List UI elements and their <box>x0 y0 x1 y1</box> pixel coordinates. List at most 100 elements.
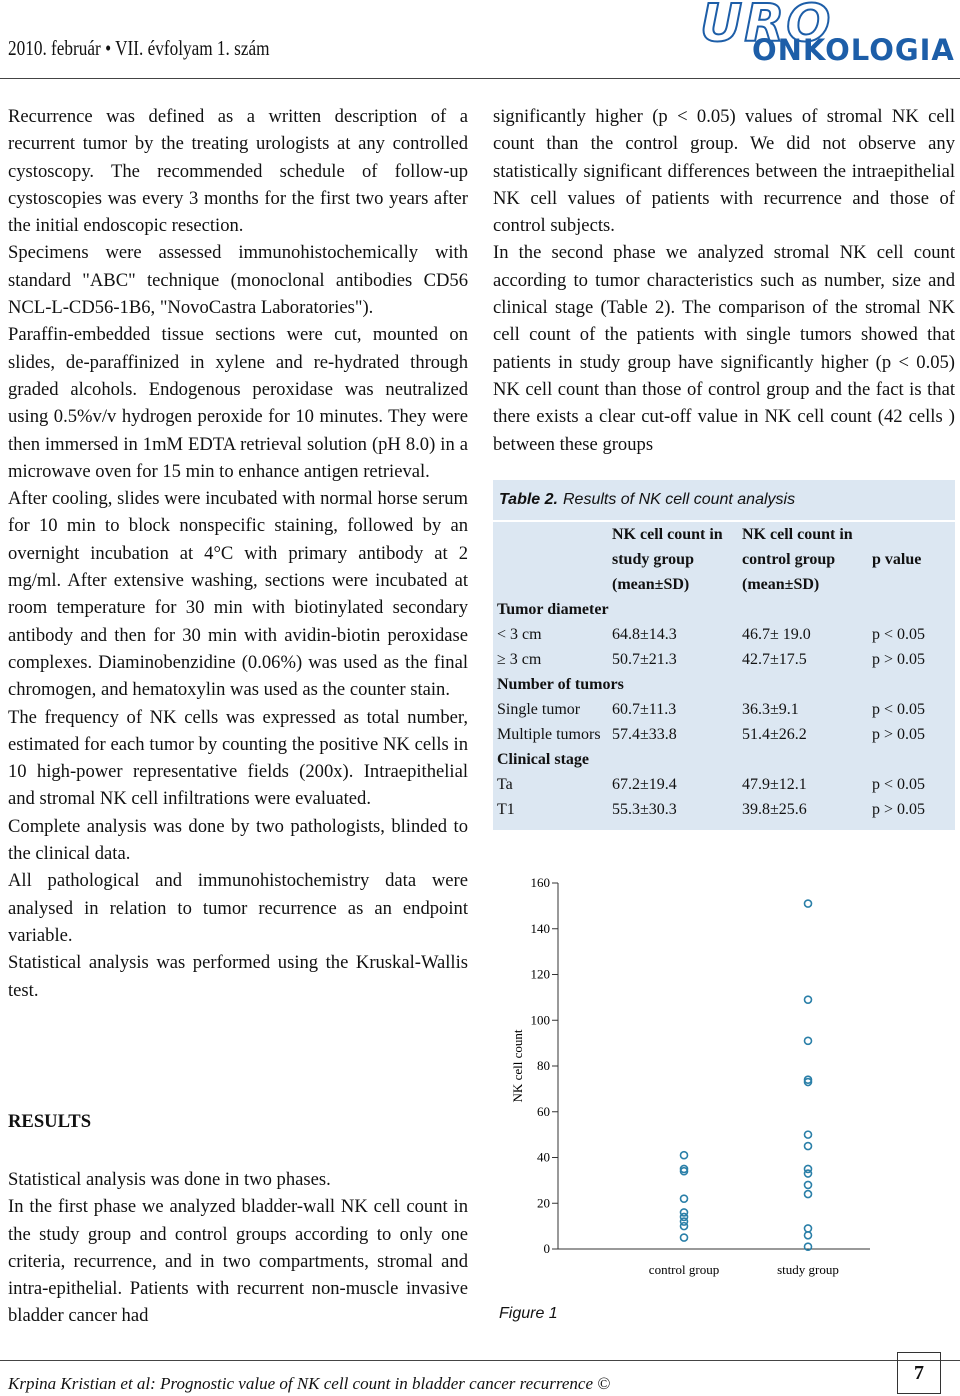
left-column: Statistical analysis was done in two pha… <box>8 1166 468 1330</box>
table-cell: p > 0.05 <box>872 650 926 668</box>
section-heading: RESULTS <box>8 1111 92 1132</box>
paragraph: Recurrence was defined as a written desc… <box>8 106 468 237</box>
table-cell: 39.8±25.6 <box>742 800 807 818</box>
section-row: Tumor diameter <box>493 597 955 622</box>
right-column: significantly higher (p < 0.05) values o… <box>493 103 955 458</box>
table-cell: < 3 cm <box>497 625 542 643</box>
table-row: Ta 67.2±19.4 47.9±12.1 p < 0.05 <box>493 772 955 797</box>
data-point <box>679 1150 689 1160</box>
paragraph: In the first phase we analyzed bladder-w… <box>8 1196 468 1327</box>
paragraph: All pathological and immunohistochemistr… <box>8 870 468 946</box>
data-point <box>803 1164 813 1174</box>
data-point <box>803 1230 813 1240</box>
data-point <box>803 1130 813 1139</box>
y-tick-label: 120 <box>531 967 551 982</box>
table-row: Single tumor 60.7±11.3 36.3±9.1 p < 0.05 <box>493 697 955 722</box>
table-row: Multiple tumors 57.4±33.8 51.4±26.2 p > 0.0… <box>493 722 955 747</box>
table-cell: 36.3±9.1 <box>742 700 799 718</box>
header-cell: NK cell count in study group (mean±SD) <box>612 526 723 593</box>
y-tick-label: 160 <box>531 875 551 890</box>
data-point <box>679 1233 689 1242</box>
footer-rule <box>0 1360 960 1361</box>
data-point <box>803 1242 813 1252</box>
table-row: ≥ 3 cm 50.7±21.3 42.7±17.5 p > 0.05 <box>493 647 955 672</box>
data-point <box>679 1194 689 1203</box>
data-point <box>803 899 813 908</box>
page-number: 7 <box>897 1352 941 1394</box>
data-point <box>803 1077 813 1087</box>
paragraph: After cooling, slides were incubated wit… <box>8 488 468 701</box>
data-point <box>803 1180 813 1190</box>
table-cell: 57.4±33.8 <box>612 725 677 743</box>
data-point <box>803 1169 813 1178</box>
table-body: NK cell count in study group (mean±SD) NK… <box>493 522 955 822</box>
table-row: < 3 cm 64.8±14.3 46.7± 19.0 p < 0.05 <box>493 622 955 647</box>
table-cell: 55.3±30.3 <box>612 800 677 818</box>
paragraph: significantly higher (p < 0.05) values o… <box>493 106 955 237</box>
table-cell: Single tumor <box>497 700 581 718</box>
chart: 0 20 40 60 80 100 120 140 160 NK cell count contro… <box>510 875 870 1277</box>
table-cell: p > 0.05 <box>872 725 926 743</box>
y-tick-label: 20 <box>537 1195 550 1210</box>
paragraph: Specimens were assessed immunohistochemi… <box>8 242 468 319</box>
section-row: Number of tumors <box>493 672 955 697</box>
data-point <box>803 1141 813 1151</box>
table-cell: 47.9±12.1 <box>742 775 807 793</box>
header-cell <box>493 522 608 597</box>
table-label: Table 2. <box>499 491 558 508</box>
data-point <box>679 1166 689 1176</box>
table-cell: 67.2±19.4 <box>612 775 677 793</box>
table-cell: 50.7±21.3 <box>612 650 677 668</box>
data-point <box>803 995 813 1004</box>
header-cell: NK cell count in control group (mean±SD) <box>742 526 853 593</box>
logo: ONKOLOGIA <box>752 33 955 67</box>
x-tick-label: control group <box>649 1262 719 1277</box>
table: Table 2. Results of NK cell count analysi… <box>493 480 955 830</box>
table-cell: T1 <box>497 800 515 818</box>
paragraph: The frequency of NK cells was expressed … <box>8 706 468 810</box>
table-cell: p < 0.05 <box>872 625 926 643</box>
section-title: Clinical stage <box>497 750 589 768</box>
table-cell: p < 0.05 <box>872 700 926 718</box>
y-tick-label: 0 <box>544 1241 551 1256</box>
table-cell: 60.7±11.3 <box>612 700 677 718</box>
paragraph: Statistical analysis was performed using… <box>8 952 468 1001</box>
table-cell: 51.4±26.2 <box>742 725 807 743</box>
table-cell: 42.7±17.5 <box>742 650 807 668</box>
data-point <box>679 1212 689 1222</box>
section-row: Clinical stage <box>493 747 955 772</box>
paragraph: Paraffin-embedded tissue sections were c… <box>8 324 468 482</box>
paragraph: In the second phase we analyzed stromal … <box>493 242 955 455</box>
table-caption: Table 2. Results of NK cell count analysi… <box>493 480 955 522</box>
header-cell: p value <box>872 551 922 568</box>
y-tick-label: 80 <box>537 1058 550 1073</box>
data-point <box>803 1189 813 1199</box>
y-axis-label: NK cell count <box>510 1029 525 1102</box>
header-row: NK cell count in study group (mean±SD) NK… <box>493 522 955 597</box>
data-point <box>679 1208 689 1217</box>
footer-citation: Krpina Kristian et al: Prognostic value … <box>8 1374 611 1393</box>
left-column: Recurrence was defined as a written desc… <box>8 103 468 1004</box>
header-rule <box>0 78 960 79</box>
x-tick-label: study group <box>777 1262 839 1277</box>
table-cell: 64.8±14.3 <box>612 625 677 643</box>
table-cell: Ta <box>497 775 513 793</box>
section-title: Tumor diameter <box>497 600 609 618</box>
issue-line: 2010. február • VII. évfolyam 1. szám <box>8 36 270 60</box>
data-point <box>803 1224 813 1233</box>
y-tick-label: 100 <box>531 1012 551 1027</box>
y-tick-label: 140 <box>531 921 551 936</box>
y-tick-label: 40 <box>537 1150 550 1165</box>
table-cell: p < 0.05 <box>872 775 926 793</box>
logo: URO <box>699 0 833 55</box>
table-cell: Multiple tumors <box>497 725 601 743</box>
data-point <box>679 1221 689 1231</box>
table-cell: ≥ 3 cm <box>497 650 542 668</box>
data-point <box>803 1036 813 1046</box>
paragraph: Complete analysis was done by two pathol… <box>8 815 468 865</box>
table-row: T1 55.3±30.3 39.8±25.6 p > 0.05 <box>493 797 955 822</box>
caption-text: Results of NK cell count analysis <box>562 491 796 508</box>
table-cell: p > 0.05 <box>872 800 926 818</box>
figure-caption: Figure 1 <box>499 1305 558 1322</box>
